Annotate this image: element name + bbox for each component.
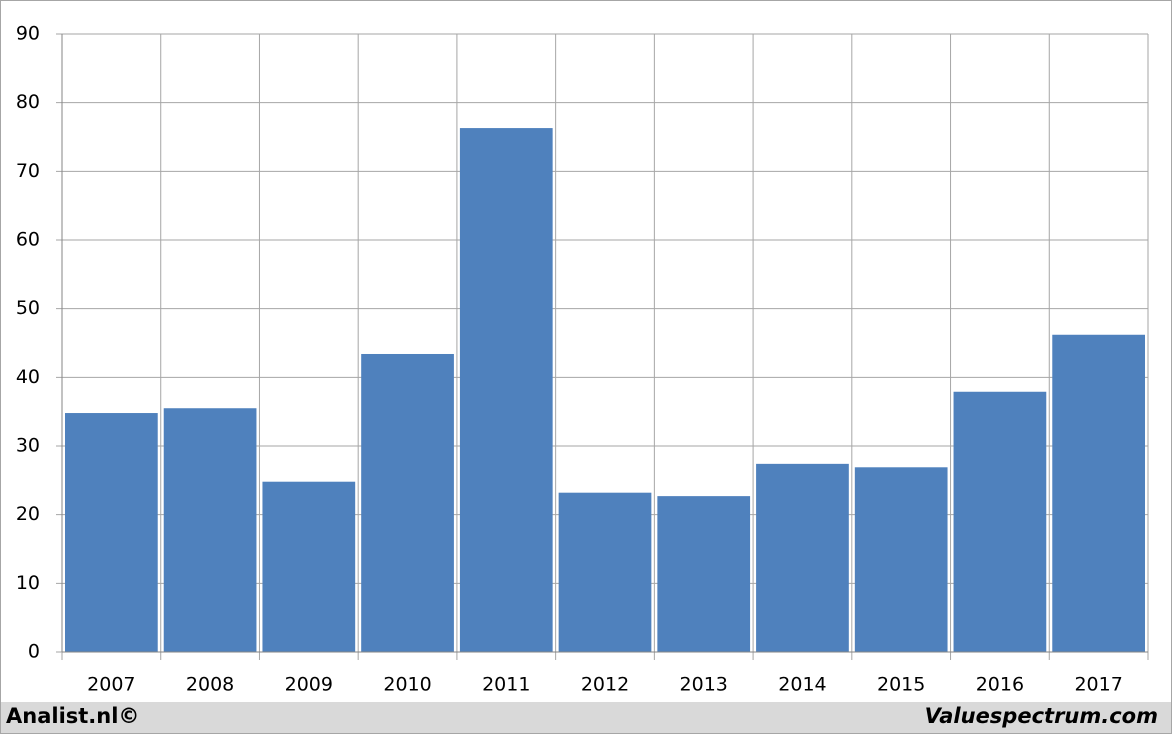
bar	[756, 463, 849, 652]
y-tick-label: 60	[16, 229, 40, 251]
x-tick-label: 2008	[186, 674, 234, 696]
x-tick-label: 2013	[680, 674, 728, 696]
y-tick-label: 40	[16, 366, 40, 388]
x-tick-label: 2011	[482, 674, 530, 696]
y-tick-label: 0	[28, 641, 40, 663]
x-tick-label: 2014	[778, 674, 826, 696]
x-tick-label: 2007	[87, 674, 135, 696]
bar	[65, 413, 158, 652]
y-tick-label: 50	[16, 297, 40, 319]
x-tick-label: 2009	[285, 674, 333, 696]
bar	[953, 391, 1047, 652]
footer-right: Valuespectrum.com	[925, 704, 1158, 728]
y-tick-label: 30	[16, 435, 40, 457]
y-tick-label: 20	[16, 503, 40, 525]
x-tick-label: 2010	[383, 674, 431, 696]
footer-bar	[1, 702, 1171, 733]
y-tick-label: 80	[16, 91, 40, 113]
bar	[854, 467, 948, 652]
footer-left: Analist.nl©	[6, 704, 139, 728]
bar	[657, 496, 751, 652]
x-tick-label: 2016	[976, 674, 1024, 696]
bar	[163, 408, 257, 652]
y-tick-label: 10	[16, 572, 40, 594]
y-tick-label: 70	[16, 160, 40, 182]
bar	[558, 492, 652, 652]
bar	[459, 128, 553, 652]
x-tick-label: 2017	[1074, 674, 1122, 696]
bar	[361, 353, 454, 652]
y-tick-label: 90	[16, 23, 40, 45]
bar	[1052, 334, 1145, 652]
x-tick-label: 2015	[877, 674, 925, 696]
bar	[262, 481, 356, 652]
x-tick-label: 2012	[581, 674, 629, 696]
